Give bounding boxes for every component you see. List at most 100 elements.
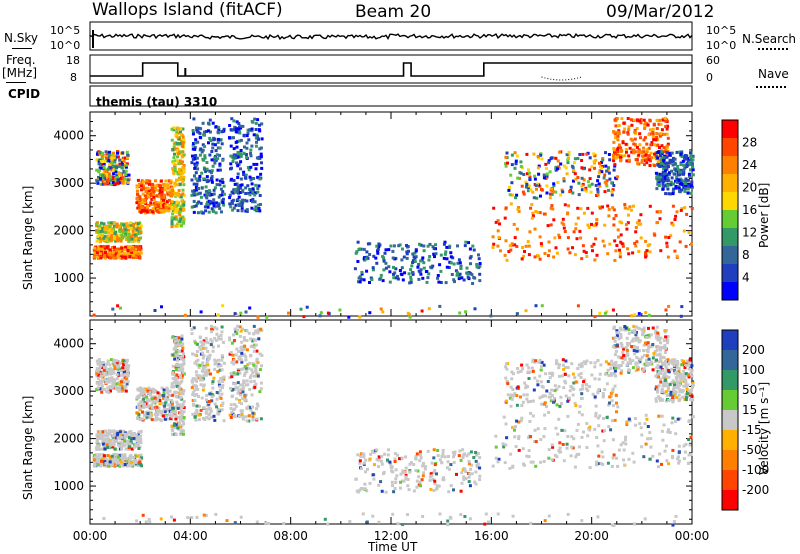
data-point xyxy=(99,182,103,186)
data-point xyxy=(375,261,379,265)
data-point xyxy=(202,177,206,181)
data-point xyxy=(231,155,235,159)
data-point xyxy=(103,159,107,163)
data-point xyxy=(218,337,221,341)
data-point xyxy=(476,462,480,466)
data-point xyxy=(478,456,482,460)
data-point xyxy=(410,264,414,268)
data-point xyxy=(118,454,122,458)
data-point xyxy=(142,184,145,188)
data-point xyxy=(229,372,233,375)
data-point xyxy=(240,402,243,406)
data-point xyxy=(116,369,120,373)
data-point xyxy=(503,216,507,220)
data-point xyxy=(655,127,659,130)
data-point xyxy=(102,236,106,240)
data-point xyxy=(400,258,404,262)
data-point xyxy=(111,151,115,155)
data-point xyxy=(96,245,100,249)
data-point xyxy=(475,263,479,266)
data-point xyxy=(137,430,141,434)
data-point xyxy=(129,223,133,227)
data-point xyxy=(605,416,609,419)
data-point xyxy=(577,410,581,414)
data-point xyxy=(111,384,115,387)
data-point xyxy=(105,434,109,438)
data-point xyxy=(252,133,256,137)
data-point xyxy=(208,372,212,376)
data-point xyxy=(193,147,197,151)
data-point xyxy=(148,399,151,403)
data-point xyxy=(377,465,380,469)
data-point xyxy=(624,142,628,146)
data-point xyxy=(99,238,103,242)
data-point xyxy=(539,438,543,442)
data-point xyxy=(665,167,669,171)
data-point xyxy=(673,161,677,165)
data-point xyxy=(414,457,418,461)
data-point xyxy=(601,239,605,243)
data-point xyxy=(193,398,197,402)
data-point xyxy=(98,151,102,155)
data-point xyxy=(366,242,370,246)
data-point xyxy=(100,155,104,158)
data-point xyxy=(642,138,646,142)
data-point xyxy=(404,475,408,479)
data-point xyxy=(167,413,171,417)
data-point xyxy=(235,127,239,131)
data-point xyxy=(449,255,453,259)
data-point xyxy=(201,121,205,125)
data-point xyxy=(138,197,142,201)
nave-tick-bottom: 0 xyxy=(706,71,713,84)
data-point xyxy=(248,193,252,197)
data-point xyxy=(257,207,261,210)
data-point xyxy=(679,314,683,318)
data-point xyxy=(130,447,134,451)
data-point xyxy=(195,393,199,396)
data-point xyxy=(525,152,529,156)
data-point xyxy=(207,189,211,193)
data-point xyxy=(539,242,543,246)
data-point xyxy=(401,278,405,282)
data-point xyxy=(176,155,179,159)
data-point xyxy=(204,373,208,377)
data-point xyxy=(496,244,500,248)
data-point xyxy=(238,401,241,404)
data-point xyxy=(633,128,637,132)
data-point xyxy=(459,489,463,493)
data-point xyxy=(231,202,234,206)
data-point xyxy=(171,186,174,190)
data-point xyxy=(255,208,259,212)
data-point xyxy=(637,312,641,316)
data-point xyxy=(116,239,119,243)
data-point xyxy=(106,445,110,449)
data-point xyxy=(219,364,223,368)
data-point xyxy=(442,476,445,480)
data-point xyxy=(154,206,158,210)
data-point xyxy=(562,164,566,168)
data-point xyxy=(509,248,513,252)
data-point xyxy=(572,437,576,441)
data-point xyxy=(651,127,655,131)
data-point xyxy=(256,187,260,190)
data-point xyxy=(259,381,263,385)
data-point xyxy=(358,459,362,463)
data-point xyxy=(105,178,109,182)
data-point xyxy=(682,229,686,233)
data-point xyxy=(644,311,648,315)
data-point xyxy=(672,156,675,160)
data-point xyxy=(214,125,218,129)
data-point xyxy=(108,460,112,464)
data-point xyxy=(447,266,451,269)
data-point xyxy=(611,206,615,210)
data-point xyxy=(542,173,546,177)
data-point xyxy=(418,480,422,484)
data-point xyxy=(603,429,607,433)
data-point xyxy=(118,158,122,162)
data-point xyxy=(527,184,531,188)
data-point xyxy=(642,455,646,459)
data-point xyxy=(255,162,259,166)
data-point xyxy=(664,235,668,239)
data-point xyxy=(233,327,237,331)
data-point xyxy=(195,126,198,130)
